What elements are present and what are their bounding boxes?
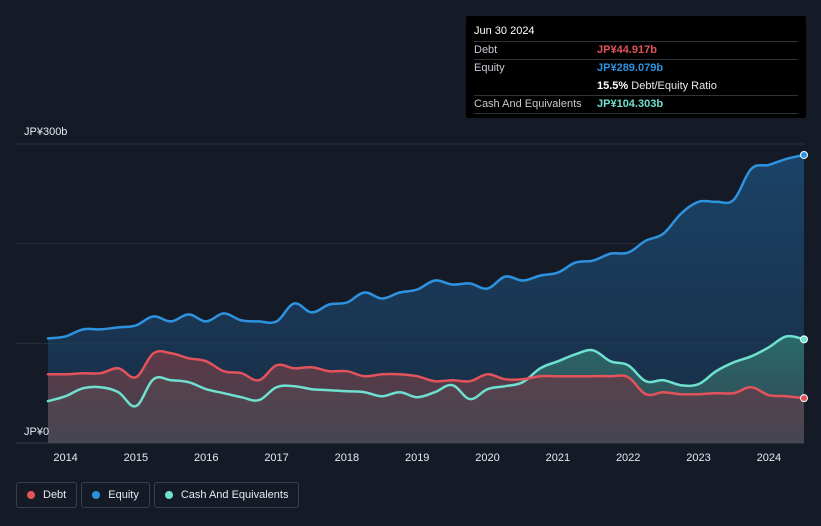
x-axis-ticks: 2014 2015 2016 2017 2018 2019 2020 2021 2022 2023…	[53, 452, 781, 464]
legend-item-equity[interactable]: Equity	[81, 482, 150, 508]
data-tooltip: Jun 30 2024 Debt JP¥44.917b Equity JP¥28…	[466, 16, 806, 118]
tooltip-cash-label: Cash And Equivalents	[474, 98, 582, 110]
debt-endpoint	[800, 394, 808, 403]
tooltip-date: Jun 30 2024	[474, 25, 535, 37]
tooltip-equity-label: Equity	[474, 62, 505, 74]
series-lines	[46, 153, 806, 408]
x-tick-2019: 2019	[405, 452, 429, 464]
x-tick-2024: 2024	[757, 452, 781, 464]
cash-dot-icon	[164, 491, 173, 499]
y-axis-bottom-label: JP¥0	[24, 426, 49, 438]
debt-area	[48, 351, 804, 443]
series-areas	[48, 155, 804, 443]
legend-item-debt[interactable]: Debt	[16, 482, 78, 508]
x-tick-2021: 2021	[546, 452, 570, 464]
tooltip-row-equity: Equity JP¥289.079b	[474, 59, 798, 77]
cash-endpoint	[800, 335, 808, 344]
legend-label-debt: Debt	[43, 489, 67, 501]
debt-dot-icon	[27, 491, 35, 499]
x-tick-2023: 2023	[686, 452, 710, 464]
cash-line	[46, 334, 806, 408]
x-tick-2017: 2017	[264, 452, 288, 464]
tooltip-debt-label: Debt	[474, 44, 498, 56]
x-tick-2016: 2016	[194, 452, 218, 464]
legend-label-cash: Cash And Equivalents	[180, 489, 289, 501]
x-tick-2020: 2020	[475, 452, 499, 464]
x-tick-2022: 2022	[616, 452, 640, 464]
tooltip-cash-value: JP¥104.303b	[597, 98, 664, 110]
chart-legend: Debt Equity Cash And Equivalents	[16, 482, 300, 510]
tooltip-equity-value: JP¥289.079b	[597, 62, 664, 74]
tooltip-row-debt: Debt JP¥44.917b	[474, 41, 798, 59]
x-tick-2015: 2015	[124, 452, 148, 464]
debt-line	[46, 349, 806, 400]
tooltip-debt-value: JP¥44.917b	[597, 44, 657, 56]
tooltip-ratio-value: 15.5%	[597, 80, 629, 92]
equity-line	[46, 153, 806, 340]
tooltip-row-ratio: 15.5% Debt/Equity Ratio	[474, 77, 798, 95]
legend-label-equity: Equity	[108, 489, 139, 501]
tooltip-ratio-label: Debt/Equity Ratio	[631, 80, 717, 92]
tooltip-row-cash: Cash And Equivalents JP¥104.303b	[474, 95, 798, 114]
y-axis-top-label: JP¥300b	[24, 126, 67, 138]
equity-dot-icon	[92, 491, 101, 499]
x-tick-2014: 2014	[53, 452, 77, 464]
legend-item-cash[interactable]: Cash And Equivalents	[153, 482, 300, 508]
equity-endpoint	[800, 150, 808, 159]
x-tick-2018: 2018	[335, 452, 359, 464]
series-endpoints	[800, 150, 808, 403]
